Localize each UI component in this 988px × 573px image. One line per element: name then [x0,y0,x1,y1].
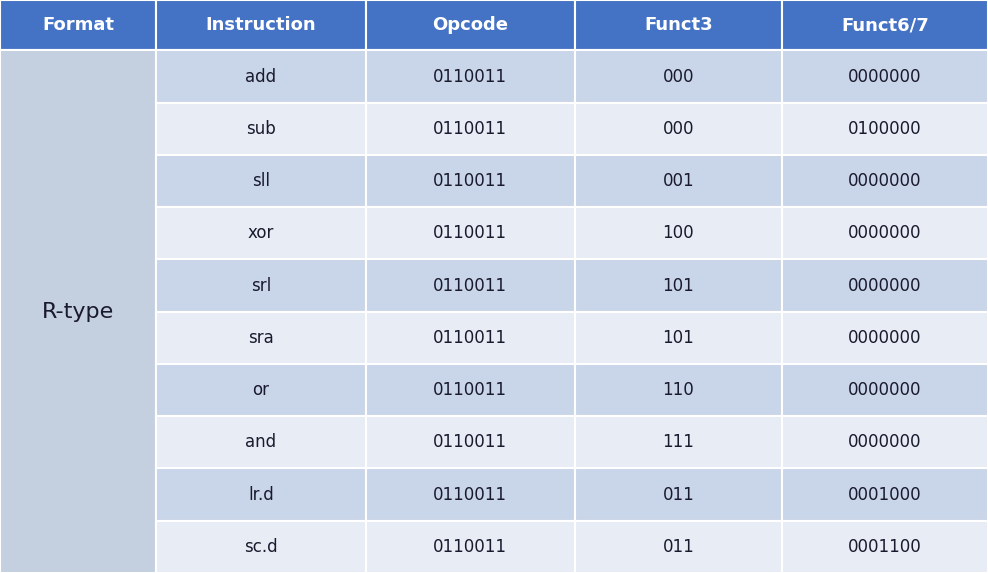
Bar [575,155,782,207]
Text: sll: sll [252,172,270,190]
Text: 0000000: 0000000 [848,433,922,452]
Bar [156,521,366,573]
Text: 0110011: 0110011 [434,277,507,295]
Text: Instruction: Instruction [206,16,316,34]
Text: 0110011: 0110011 [434,68,507,85]
Bar [366,521,575,573]
Bar [156,103,366,155]
Text: 0110011: 0110011 [434,485,507,504]
Bar [575,469,782,521]
Text: 0001000: 0001000 [848,485,922,504]
Bar [575,312,782,364]
Bar [782,103,988,155]
Bar [156,416,366,469]
Text: Format: Format [42,16,114,34]
Text: 111: 111 [662,433,695,452]
Bar [782,521,988,573]
Bar [575,0,782,50]
Text: or: or [252,381,270,399]
Text: 0110011: 0110011 [434,433,507,452]
Bar [575,416,782,469]
Text: 100: 100 [662,224,695,242]
Bar [366,0,575,50]
Text: 000: 000 [663,68,694,85]
Bar [156,364,366,416]
Bar [366,103,575,155]
Text: R-type: R-type [41,302,115,321]
Bar [575,364,782,416]
Bar [782,416,988,469]
Text: 0000000: 0000000 [848,277,922,295]
Bar [782,260,988,312]
Bar [575,50,782,103]
Bar [782,50,988,103]
Text: 0000000: 0000000 [848,329,922,347]
Text: sc.d: sc.d [244,538,278,556]
Bar [575,260,782,312]
Bar [366,312,575,364]
Bar [0,0,156,50]
Bar [156,260,366,312]
Bar [575,521,782,573]
Bar [782,155,988,207]
Text: srl: srl [251,277,271,295]
Text: 0000000: 0000000 [848,68,922,85]
Text: sra: sra [248,329,274,347]
Text: 0110011: 0110011 [434,224,507,242]
Text: 0110011: 0110011 [434,172,507,190]
Text: and: and [245,433,277,452]
Bar [0,50,156,573]
Bar [156,50,366,103]
Bar [156,312,366,364]
Text: 000: 000 [663,120,694,138]
Text: add: add [245,68,277,85]
Bar [366,469,575,521]
Bar [366,50,575,103]
Bar [366,364,575,416]
Text: 0000000: 0000000 [848,172,922,190]
Text: sub: sub [246,120,276,138]
Text: 0000000: 0000000 [848,381,922,399]
Text: Funct6/7: Funct6/7 [841,16,929,34]
Text: 101: 101 [662,277,695,295]
Text: 0110011: 0110011 [434,120,507,138]
Text: 101: 101 [662,329,695,347]
Text: 0100000: 0100000 [848,120,922,138]
Text: Funct3: Funct3 [644,16,712,34]
Text: 011: 011 [662,538,695,556]
Text: Opcode: Opcode [433,16,508,34]
Text: 110: 110 [662,381,695,399]
Bar [366,416,575,469]
Text: xor: xor [248,224,274,242]
Bar [156,0,366,50]
Text: 0001100: 0001100 [848,538,922,556]
Bar [156,207,366,260]
Bar [782,207,988,260]
Bar [156,469,366,521]
Bar [366,207,575,260]
Bar [156,155,366,207]
Bar [575,103,782,155]
Bar [575,207,782,260]
Bar [782,0,988,50]
Text: 011: 011 [662,485,695,504]
Text: 001: 001 [662,172,695,190]
Text: 0110011: 0110011 [434,538,507,556]
Bar [782,312,988,364]
Text: 0110011: 0110011 [434,381,507,399]
Text: 0110011: 0110011 [434,329,507,347]
Bar [782,364,988,416]
Text: lr.d: lr.d [248,485,274,504]
Bar [366,260,575,312]
Bar [366,155,575,207]
Bar [782,469,988,521]
Text: 0000000: 0000000 [848,224,922,242]
